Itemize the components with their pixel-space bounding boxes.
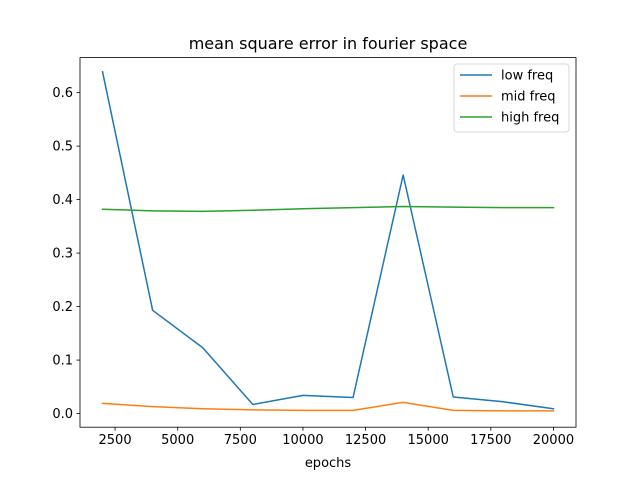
x-tick-label: 2500	[99, 433, 132, 448]
y-tick-label: 0.5	[52, 140, 73, 155]
y-tick-label: 0.4	[52, 193, 73, 208]
x-tick-label: 5000	[161, 433, 194, 448]
legend-label-high-freq: high freq	[501, 111, 559, 126]
x-tick-label: 12500	[345, 433, 386, 448]
x-tick-label: 7500	[224, 433, 257, 448]
y-tick-label: 0.1	[52, 354, 73, 369]
legend-box	[453, 63, 570, 133]
y-tick-label: 0.0	[52, 407, 73, 422]
legend-label-low-freq: low freq	[501, 69, 553, 84]
axes-frame	[79, 57, 577, 428]
legend-label-mid-freq: mid freq	[501, 90, 556, 105]
y-tick-label: 0.3	[52, 247, 73, 262]
x-tick-label: 20000	[533, 433, 574, 448]
series-line-mid-freq	[101, 401, 555, 412]
y-tick-label: 0.2	[52, 300, 73, 315]
plot-area: 2500 5000 7500 10000 12500 15000 17500 20000 0.0…	[52, 70, 574, 448]
series-line-high-freq	[101, 205, 555, 213]
x-tick-label: 17500	[470, 433, 511, 448]
chart-title: mean square error in fourier space	[189, 34, 468, 53]
y-tick-label: 0.6	[52, 86, 73, 101]
x-tick-label: 10000	[282, 433, 323, 448]
x-tick-label: 15000	[408, 433, 449, 448]
series-line-low-freq	[101, 70, 555, 410]
legend: low freq mid freq high freq	[453, 63, 570, 133]
x-axis-label: epochs	[305, 456, 352, 471]
